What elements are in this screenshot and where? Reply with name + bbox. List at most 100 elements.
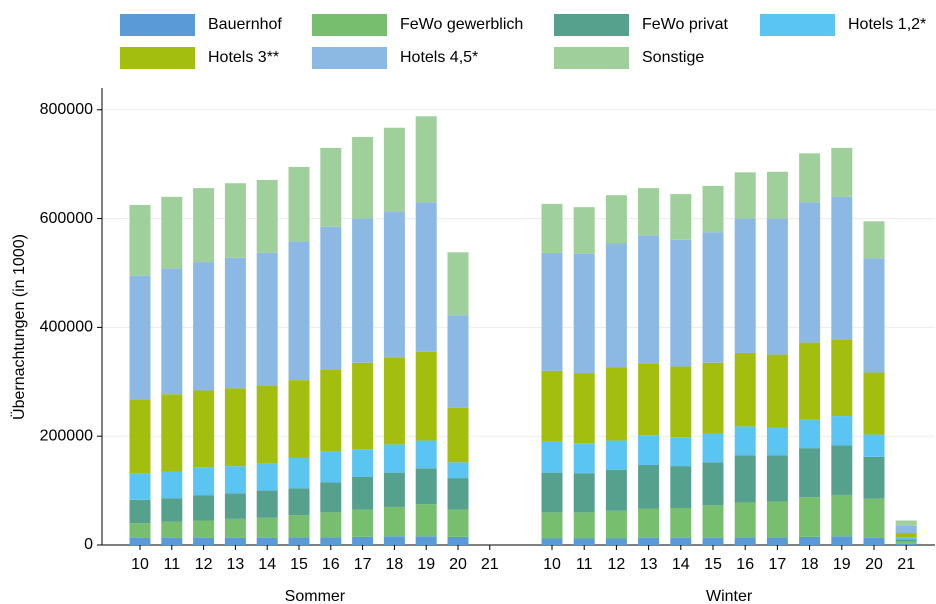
bar-segment <box>799 536 821 545</box>
bar-segment <box>415 116 437 203</box>
bar-segment <box>352 536 374 545</box>
bar-segment <box>352 362 374 450</box>
bar-segment <box>670 239 692 367</box>
x-tick-label: 13 <box>640 556 658 573</box>
bar-segment <box>863 372 885 435</box>
bar-segment <box>831 416 853 446</box>
bar-segment <box>193 537 215 545</box>
bar-segment <box>863 258 885 373</box>
bar-segment <box>320 451 342 483</box>
y-tick-label: 200000 <box>40 427 93 444</box>
bar-segment <box>766 354 788 428</box>
bar-segment <box>161 471 183 499</box>
bar-segment <box>605 243 627 368</box>
x-tick-label: 18 <box>801 556 819 573</box>
bar-segment <box>638 465 660 509</box>
bar-segment <box>415 536 437 545</box>
legend-label: Sonstige <box>642 49 704 66</box>
bar-segment <box>799 153 821 203</box>
bar-segment <box>415 351 437 441</box>
bar-segment <box>193 520 215 538</box>
bar-segment <box>224 183 246 258</box>
bar-segment <box>863 498 885 538</box>
x-tick-label: 19 <box>417 556 435 573</box>
x-tick-label: 15 <box>704 556 722 573</box>
bar-segment <box>288 515 310 538</box>
x-tick-label: 10 <box>543 556 561 573</box>
bar-segment <box>320 482 342 513</box>
bar-segment <box>605 469 627 511</box>
bar-segment <box>193 390 215 468</box>
bar-segment <box>447 509 469 537</box>
legend-swatch <box>312 14 387 36</box>
y-tick-label: 0 <box>84 536 93 553</box>
bar-segment <box>352 509 374 537</box>
bar-segment <box>161 196 183 269</box>
bar-segment <box>863 537 885 545</box>
bar-segment <box>831 536 853 545</box>
bar-segment <box>161 268 183 395</box>
bar-segment <box>573 473 595 513</box>
bar-segment <box>320 512 342 538</box>
bar-segment <box>895 539 917 542</box>
x-tick-label: 20 <box>449 556 467 573</box>
bar-segment <box>831 196 853 340</box>
x-tick-label: 19 <box>833 556 851 573</box>
bar-segment <box>670 366 692 438</box>
legend-swatch <box>554 47 629 69</box>
bar-segment <box>573 512 595 539</box>
bar-segment <box>352 136 374 219</box>
bar-segment <box>766 455 788 502</box>
bar-segment <box>799 342 821 420</box>
bar-segment <box>863 434 885 457</box>
legend-label: Hotels 3** <box>208 49 279 66</box>
bar-segment <box>447 315 469 408</box>
bar-segment <box>383 444 405 473</box>
bar-segment <box>129 499 151 524</box>
bar-segment <box>670 437 692 467</box>
bar-segment <box>256 537 278 545</box>
bar-segment <box>415 504 437 537</box>
x-tick-label: 20 <box>865 556 883 573</box>
y-axis-label: Übernachtungen (in 1000) <box>10 234 28 420</box>
bar-segment <box>541 441 563 473</box>
bar-segment <box>415 468 437 505</box>
bar-segment <box>670 537 692 545</box>
y-tick-label: 400000 <box>40 319 93 336</box>
bar-segment <box>288 488 310 516</box>
bar-segment <box>573 207 595 254</box>
bar-segment <box>638 537 660 545</box>
bar-segment <box>447 462 469 479</box>
bar-segment <box>256 385 278 464</box>
bar-segment <box>895 533 917 538</box>
x-tick-label: 11 <box>163 556 180 573</box>
bar-segment <box>573 538 595 545</box>
bar-segment <box>799 202 821 343</box>
bar-segment <box>288 241 310 381</box>
bar-segment <box>161 498 183 522</box>
bar-segment <box>320 226 342 370</box>
bar-segment <box>670 466 692 509</box>
bar-segment <box>224 466 246 494</box>
bar-segment <box>224 493 246 519</box>
bar-segment <box>638 508 660 538</box>
bar-segment <box>288 380 310 458</box>
bar-segment <box>670 194 692 240</box>
bar-segment <box>447 407 469 463</box>
bar-segment <box>702 232 724 363</box>
legend-swatch <box>120 47 195 69</box>
bar-segment <box>256 517 278 538</box>
bar-segment <box>447 536 469 545</box>
bar-segment <box>288 166 310 242</box>
bar-segment <box>383 472 405 507</box>
bar-segment <box>734 352 756 427</box>
bar-segment <box>415 440 437 469</box>
bar-segment <box>734 172 756 219</box>
bar-segment <box>541 370 563 442</box>
bar-segment <box>702 362 724 434</box>
legend-swatch <box>554 14 629 36</box>
x-tick-label: 15 <box>290 556 308 573</box>
bar-segment <box>161 537 183 545</box>
bar-segment <box>734 537 756 545</box>
